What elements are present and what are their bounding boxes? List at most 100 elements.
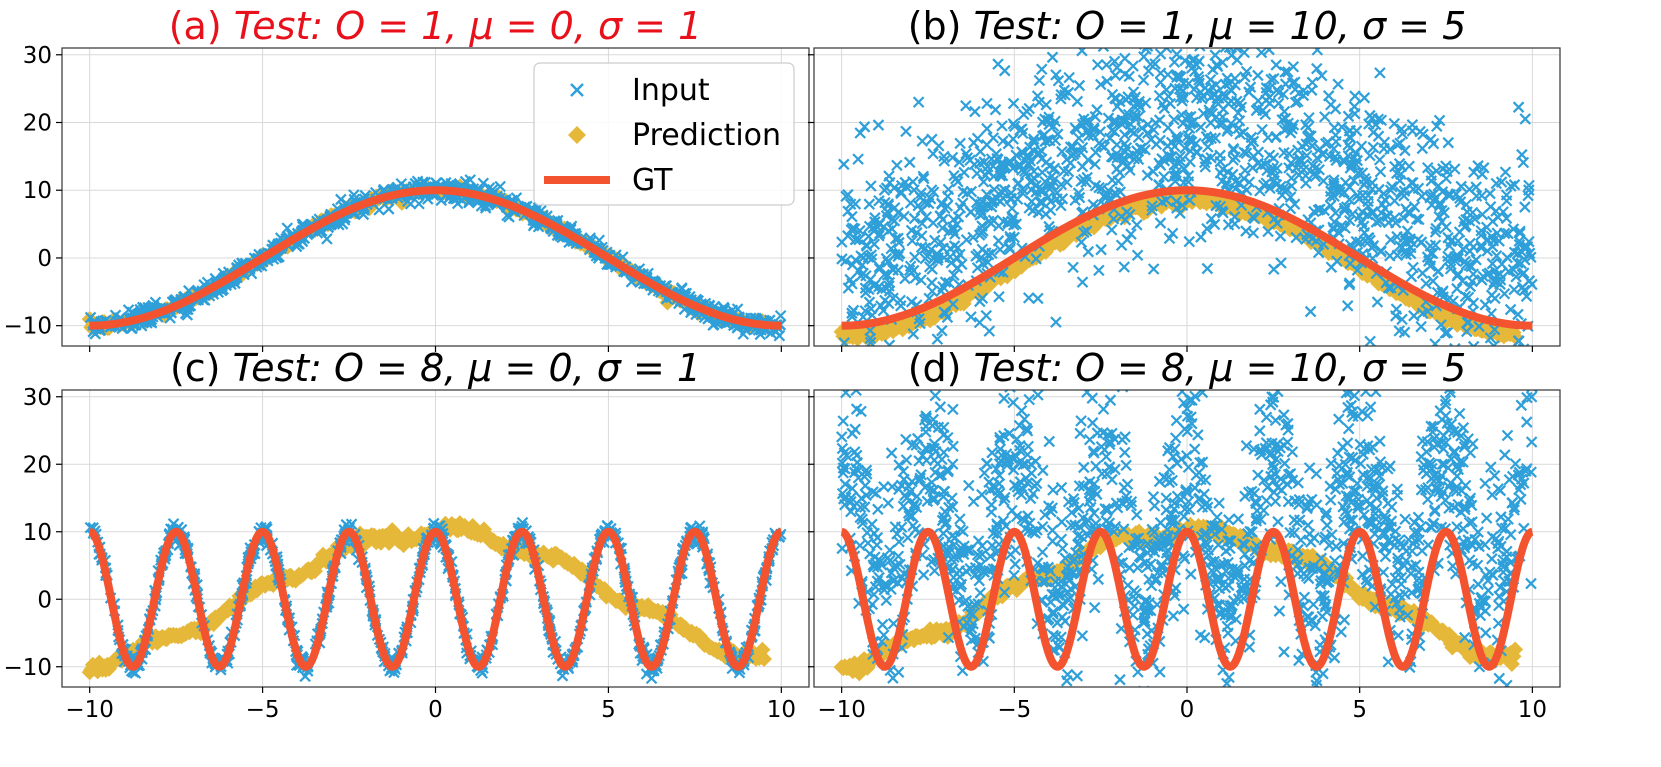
input-point	[1451, 282, 1463, 295]
input-point	[1429, 239, 1442, 251]
input-point	[1312, 246, 1325, 259]
input-point	[894, 294, 906, 307]
input-point	[1489, 292, 1501, 305]
input-point	[952, 175, 964, 188]
input-point	[852, 153, 864, 165]
input-point	[1156, 153, 1168, 165]
input-point	[943, 225, 955, 238]
input-point	[1101, 75, 1113, 88]
input-point	[1279, 66, 1291, 78]
input-point	[889, 402, 899, 412]
input-point	[1142, 118, 1154, 131]
input-point	[967, 231, 979, 244]
input-point	[1282, 66, 1294, 78]
input-point	[992, 235, 1005, 247]
input-point	[903, 264, 916, 277]
title-math: Test: O = 1, μ = 0, σ = 1	[234, 4, 703, 48]
input-point	[924, 193, 937, 205]
input-point	[1022, 292, 1035, 304]
input-point	[1482, 233, 1494, 246]
input-point	[961, 187, 973, 200]
input-point	[1108, 55, 1121, 68]
input-point	[1489, 375, 1499, 385]
input-point	[988, 183, 1000, 196]
input-point	[983, 325, 996, 337]
input-point	[1139, 97, 1152, 109]
input-point	[1109, 117, 1121, 129]
input-point	[1231, 54, 1243, 66]
input-point	[1339, 176, 1352, 189]
input-point	[872, 119, 885, 131]
input-point	[1416, 307, 1429, 320]
input-point	[1327, 177, 1340, 190]
input-point	[1265, 73, 1277, 86]
input-point	[147, 300, 159, 312]
input-point	[1058, 84, 1071, 96]
input-point	[1311, 62, 1323, 75]
input-point	[1062, 165, 1075, 178]
input-point	[1394, 186, 1407, 198]
input-point	[1364, 335, 1376, 346]
input-point	[1081, 171, 1093, 184]
input-point	[860, 239, 873, 251]
input-point	[953, 156, 966, 168]
input-point	[1470, 181, 1482, 193]
input-point	[1268, 263, 1280, 276]
input-point	[1205, 132, 1218, 145]
input-point	[1473, 320, 1485, 333]
input-point	[1078, 226, 1090, 239]
input-point	[1262, 225, 1274, 238]
input-point	[1343, 193, 1356, 206]
input-point	[1093, 181, 1105, 194]
input-point	[1353, 193, 1365, 205]
input-point	[1254, 185, 1266, 197]
input-point	[1132, 153, 1145, 166]
input-point	[1183, 194, 1196, 206]
input-point	[991, 193, 1003, 205]
input-point	[1060, 153, 1073, 166]
input-point	[994, 243, 1006, 256]
input-point	[1091, 104, 1103, 116]
input-point	[1421, 161, 1434, 174]
input-point	[1006, 202, 1018, 215]
input-point	[1304, 305, 1317, 318]
input-point	[1008, 231, 1020, 244]
input-point	[1087, 129, 1099, 142]
input-point	[1279, 78, 1292, 90]
input-point	[1338, 156, 1350, 168]
input-point	[1168, 113, 1180, 126]
y-tick-label: 20	[23, 111, 52, 137]
input-point	[1013, 158, 1026, 171]
input-point	[1511, 257, 1524, 269]
input-point	[892, 206, 904, 219]
input-point	[981, 139, 993, 151]
input-point	[993, 290, 1005, 303]
input-point	[912, 96, 925, 108]
input-point	[1413, 213, 1425, 226]
input-point	[1177, 91, 1190, 103]
input-point	[1176, 95, 1188, 107]
input-point	[865, 180, 877, 192]
input-point	[1317, 175, 1330, 187]
input-point	[1051, 128, 1064, 140]
input-point	[1480, 221, 1493, 234]
input-point	[1259, 158, 1271, 171]
input-point	[1398, 185, 1411, 197]
input-point	[1040, 99, 1052, 111]
input-point	[865, 249, 878, 261]
input-point	[877, 304, 890, 317]
plot-area-a	[81, 174, 787, 342]
input-point	[1350, 158, 1362, 171]
input-point	[1185, 110, 1197, 123]
input-point	[846, 210, 858, 223]
input-point	[1426, 199, 1438, 211]
input-point	[1448, 163, 1461, 175]
input-point	[1046, 51, 1059, 64]
input-point	[1385, 282, 1397, 294]
input-point	[1154, 48, 1167, 60]
input-point	[931, 333, 944, 345]
input-point	[1063, 71, 1075, 84]
input-point	[1109, 92, 1121, 105]
input-point	[1163, 232, 1176, 245]
input-point	[1505, 345, 1516, 346]
